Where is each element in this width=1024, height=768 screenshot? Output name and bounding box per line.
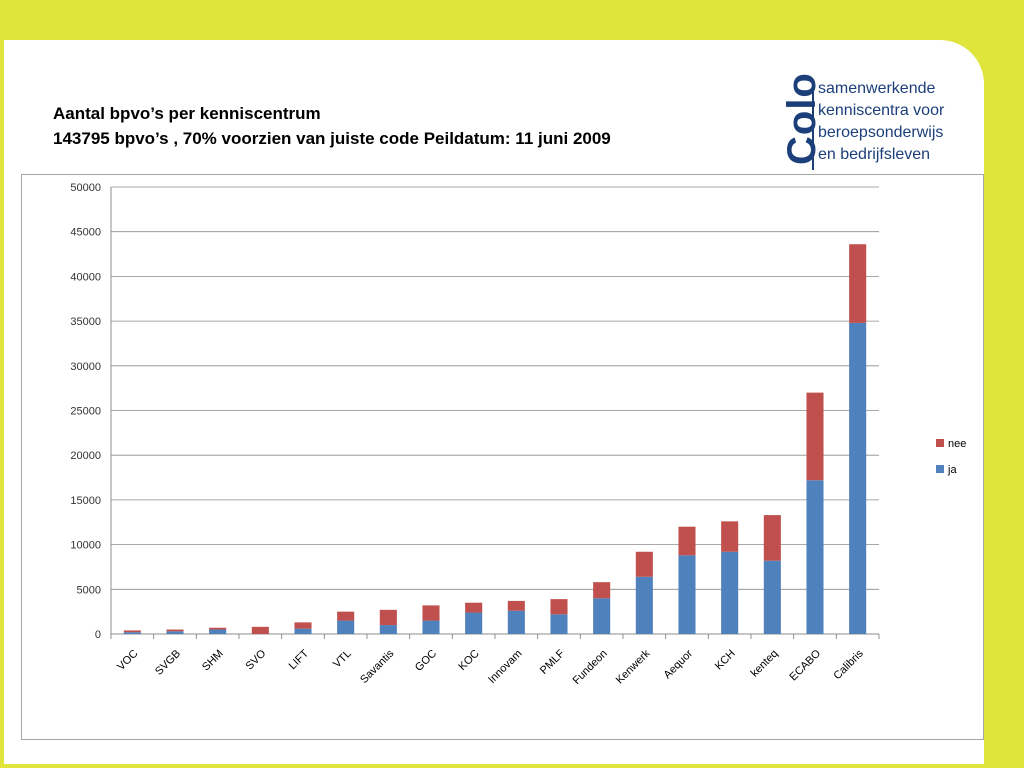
y-tick-label: 25000 xyxy=(70,406,101,418)
logo-text: samenwerkende kenniscentra voor beroepso… xyxy=(818,78,944,166)
x-tick-label: Innovam xyxy=(486,648,524,686)
bar-nee xyxy=(635,551,653,577)
bar-ja xyxy=(507,610,525,634)
bar-ja xyxy=(550,614,568,634)
bar-nee xyxy=(166,629,184,632)
y-tick-label: 20000 xyxy=(70,450,101,462)
y-tick-label: 5000 xyxy=(77,584,101,596)
stacked-bar-chart: 0 5000 10000 15000 20000 25000 30000 35000 40000… xyxy=(70,182,966,687)
x-tick-label: SVGB xyxy=(153,648,183,678)
x-tick-label: Fundeon xyxy=(571,648,610,687)
x-tick-label: SHM xyxy=(200,648,226,674)
bar-nee xyxy=(465,602,483,613)
x-tick-label: Aequor xyxy=(662,647,696,681)
x-tick-label: Kenwerk xyxy=(614,647,653,686)
logo-line-1: samenwerkende xyxy=(818,80,936,97)
bar-nee xyxy=(123,630,141,633)
bar-nee xyxy=(337,611,355,621)
bar-ja xyxy=(635,576,653,634)
bar-ja xyxy=(379,625,397,634)
bar-ja xyxy=(337,620,355,634)
y-tick-label: 50000 xyxy=(70,182,101,194)
y-tick-label: 45000 xyxy=(70,227,101,239)
bar-nee xyxy=(251,626,269,634)
legend-label-nee: nee xyxy=(948,438,966,450)
y-tick-label: 10000 xyxy=(70,540,101,552)
bar-nee xyxy=(507,600,525,611)
x-tick-label: VOC xyxy=(115,648,140,673)
legend-label-ja: ja xyxy=(947,464,957,476)
bar-nee xyxy=(209,627,227,630)
x-tick-label: Savantis xyxy=(358,647,397,686)
x-tick-label: kenteq xyxy=(749,648,781,680)
logo-line-4: en bedrijfsleven xyxy=(818,146,931,163)
y-tick-label: 35000 xyxy=(70,316,101,328)
bar-ja xyxy=(422,620,440,634)
bar-nee xyxy=(294,622,312,629)
x-tick-label: VTL xyxy=(331,648,354,671)
bar-ja xyxy=(294,628,312,634)
legend-swatch-nee xyxy=(936,439,944,447)
x-tick-label: ECABO xyxy=(787,647,823,683)
bar-ja xyxy=(763,560,781,634)
bar-ja xyxy=(209,629,227,634)
chart-frame: 0 5000 10000 15000 20000 25000 30000 35000 40000… xyxy=(21,174,984,740)
bar-nee xyxy=(379,609,397,626)
chart-title: Aantal bpvo’s per kenniscentrum xyxy=(53,104,321,123)
y-tick-label: 15000 xyxy=(70,495,101,507)
legend-swatch-ja xyxy=(936,465,944,473)
logo-divider xyxy=(812,80,814,170)
x-tick-label: LIFT xyxy=(287,647,312,672)
x-tick-label: SVO xyxy=(244,647,269,672)
title-block: Aantal bpvo’s per kenniscentrum 143795 b… xyxy=(53,101,611,151)
bar-ja xyxy=(123,632,141,634)
bar-ja xyxy=(678,555,696,634)
bar-ja xyxy=(593,598,611,634)
bar-ja xyxy=(849,322,867,634)
x-tick-label: GOC xyxy=(413,648,439,674)
logo-line-3: beroepsonderwijs xyxy=(818,124,944,141)
bar-nee xyxy=(763,515,781,561)
x-tick-label: KOC xyxy=(456,648,481,673)
y-tick-label: 30000 xyxy=(70,361,101,373)
bar-ja xyxy=(806,480,824,634)
bar-nee xyxy=(678,526,696,556)
bar-nee xyxy=(721,521,739,552)
bar-nee xyxy=(806,392,824,481)
x-tick-label: Calibris xyxy=(831,647,866,682)
bar-nee xyxy=(550,599,568,615)
bar-nee xyxy=(422,605,440,621)
bar-nee xyxy=(849,244,867,323)
bar-ja xyxy=(465,612,483,634)
x-tick-label: PMLF xyxy=(538,647,567,676)
chart-subtitle: 143795 bpvo’s , 70% voorzien van juiste … xyxy=(53,129,611,148)
y-tick-label: 40000 xyxy=(70,271,101,283)
bar-nee xyxy=(593,582,611,599)
x-tick-label: KCH xyxy=(713,648,738,673)
y-tick-label: 0 xyxy=(95,629,101,641)
logo-line-2: kenniscentra voor xyxy=(818,102,945,119)
colo-logo: Colo samenwerkende kenniscentra voor ber… xyxy=(778,72,958,174)
bar-ja xyxy=(166,631,184,634)
bar-ja xyxy=(721,551,739,634)
